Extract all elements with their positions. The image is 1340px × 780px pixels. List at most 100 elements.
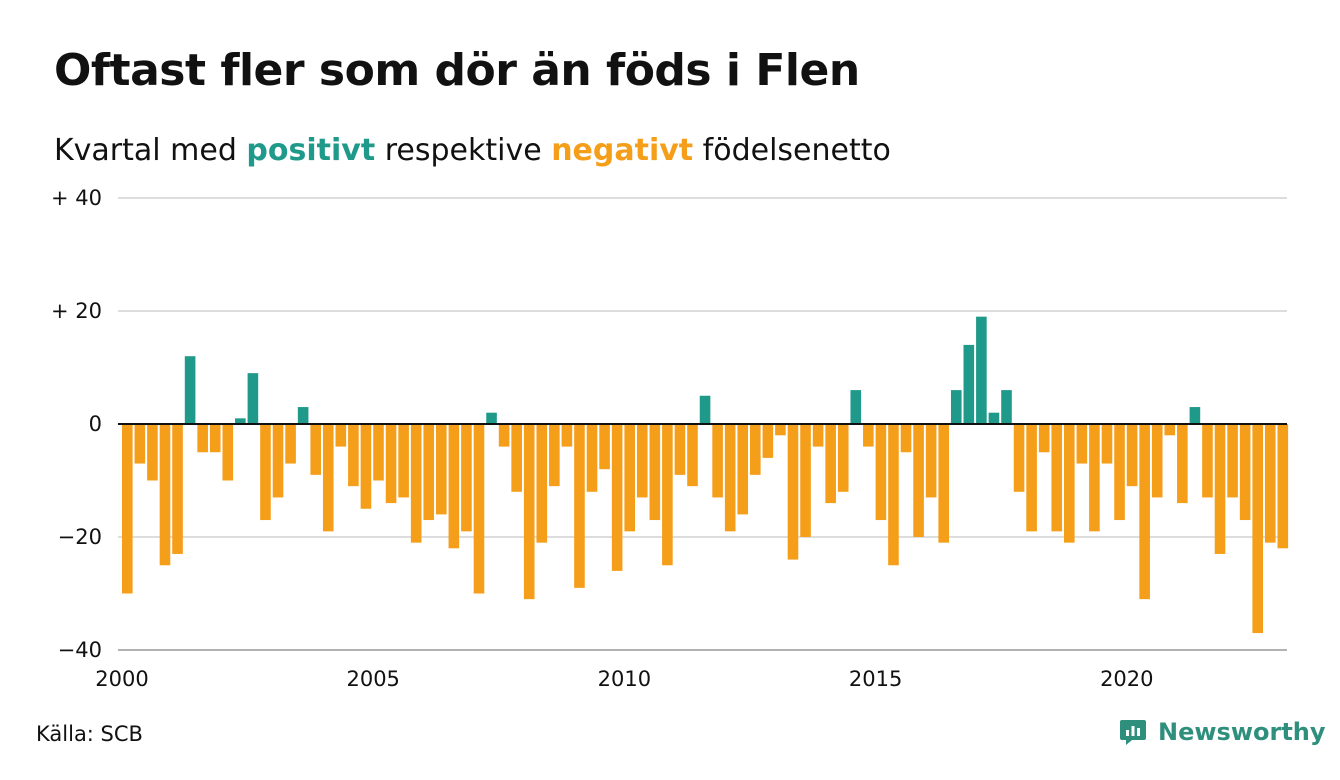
- bar-negative: [373, 424, 384, 481]
- subtitle-prefix: Kvartal med: [54, 133, 247, 168]
- bar-negative: [925, 424, 937, 498]
- bar-negative: [222, 424, 234, 481]
- bar-negative: [762, 424, 774, 458]
- bar-negative: [775, 424, 786, 436]
- axes: + 40 + 20 0 −20 −40 2000 2005 2010 2015 2020: [51, 186, 1287, 691]
- bar-negative: [1239, 424, 1251, 521]
- bar-negative: [1202, 424, 1213, 498]
- bar-negative: [737, 424, 749, 515]
- bar-negative: [209, 424, 221, 453]
- source-note: Källa: SCB: [36, 722, 143, 746]
- bar-negative: [561, 424, 573, 447]
- bar-negative: [724, 424, 736, 532]
- bar-negative: [147, 424, 158, 481]
- bar-negative: [1151, 424, 1163, 498]
- brand-name: Newsworthy: [1158, 718, 1326, 746]
- bar-positive: [247, 373, 259, 424]
- bar-positive: [988, 412, 1000, 424]
- bar-negative: [1164, 424, 1176, 436]
- bar-negative: [172, 424, 183, 554]
- bar-chart: + 40 + 20 0 −20 −40 2000 2005 2010 2015 2020: [51, 186, 1289, 691]
- bar-negative: [837, 424, 849, 492]
- bar-negative: [812, 424, 824, 447]
- subtitle-positive: positivt: [246, 133, 376, 168]
- y-tick-label: + 20: [51, 299, 102, 323]
- bar-negative: [662, 424, 673, 566]
- bars: [122, 316, 1289, 634]
- bar-negative: [900, 424, 912, 453]
- bar-positive: [486, 412, 497, 424]
- x-tick-label: 2000: [95, 667, 148, 691]
- bar-positive: [699, 395, 711, 424]
- bar-negative: [624, 424, 635, 532]
- bar-negative: [536, 424, 548, 543]
- bar-positive: [1189, 407, 1201, 424]
- bar-negative: [800, 424, 811, 537]
- bar-negative: [360, 424, 372, 509]
- bar-negative: [1126, 424, 1138, 487]
- bar-negative: [787, 424, 799, 560]
- bar-negative: [1264, 424, 1276, 543]
- bar-negative: [1114, 424, 1125, 521]
- bar-negative: [611, 424, 623, 571]
- bar-negative: [423, 424, 435, 521]
- bar-negative: [335, 424, 347, 447]
- bar-negative: [1139, 424, 1150, 600]
- bar-negative: [436, 424, 447, 515]
- bar-negative: [599, 424, 610, 470]
- bar-positive: [976, 316, 987, 424]
- bar-negative: [825, 424, 836, 504]
- bar-negative: [498, 424, 510, 447]
- bar-negative: [586, 424, 598, 492]
- bar-negative: [511, 424, 522, 492]
- y-tick-label: −20: [58, 525, 102, 549]
- y-tick-label: −40: [58, 638, 102, 662]
- bar-negative: [687, 424, 698, 487]
- bar-negative: [448, 424, 460, 549]
- bar-negative: [197, 424, 208, 453]
- bar-negative: [461, 424, 472, 532]
- bar-negative: [410, 424, 422, 543]
- bar-negative: [1076, 424, 1088, 464]
- bar-negative: [272, 424, 284, 498]
- bar-negative: [913, 424, 924, 537]
- bar-negative: [674, 424, 686, 475]
- bar-positive: [1001, 390, 1012, 424]
- bar-negative: [473, 424, 485, 594]
- bar-negative: [888, 424, 899, 566]
- bar-negative: [1214, 424, 1226, 554]
- newsworthy-icon: [1120, 720, 1146, 745]
- bar-negative: [549, 424, 560, 487]
- bar-negative: [938, 424, 949, 543]
- bar-positive: [235, 418, 246, 424]
- bar-negative: [398, 424, 409, 498]
- bar-negative: [523, 424, 535, 600]
- bar-negative: [159, 424, 171, 566]
- bar-negative: [260, 424, 271, 521]
- bar-positive: [963, 344, 975, 424]
- x-tick-label: 2020: [1100, 667, 1153, 691]
- y-tick-label: 0: [89, 412, 102, 436]
- bar-negative: [1227, 424, 1238, 498]
- bar-negative: [649, 424, 661, 521]
- x-tick-label: 2010: [598, 667, 651, 691]
- bar-negative: [285, 424, 296, 464]
- bar-negative: [863, 424, 874, 447]
- bar-negative: [1089, 424, 1100, 532]
- bar-negative: [310, 424, 321, 475]
- bar-negative: [574, 424, 585, 588]
- bar-positive: [850, 390, 862, 424]
- bar-negative: [1051, 424, 1063, 532]
- bar-negative: [1064, 424, 1075, 543]
- bar-negative: [1101, 424, 1113, 464]
- bar-negative: [1277, 424, 1289, 549]
- bar-negative: [636, 424, 648, 498]
- bar-negative: [712, 424, 723, 498]
- bar-positive: [297, 407, 309, 424]
- subtitle-suffix: födelsenetto: [693, 133, 891, 168]
- bar-negative: [1013, 424, 1025, 492]
- subtitle-negative: negativt: [551, 133, 694, 168]
- newsworthy-logo: Newsworthy: [1118, 712, 1326, 752]
- x-tick-label: 2015: [849, 667, 902, 691]
- bar-negative: [134, 424, 146, 464]
